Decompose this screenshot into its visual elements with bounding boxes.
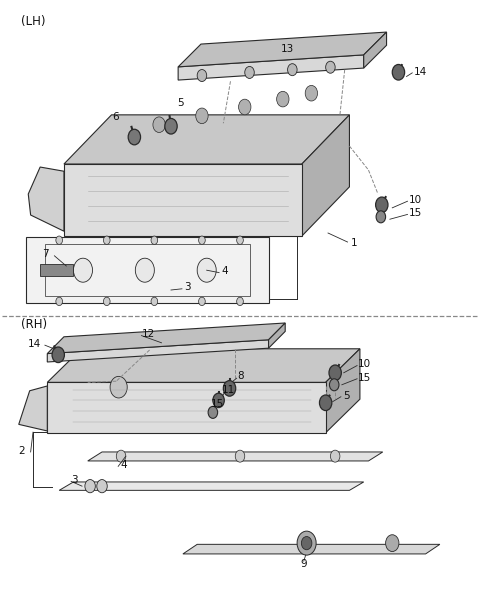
Polygon shape: [48, 340, 268, 362]
Polygon shape: [178, 55, 364, 80]
Circle shape: [151, 236, 158, 245]
Polygon shape: [302, 115, 349, 236]
Text: 3: 3: [184, 282, 191, 292]
Circle shape: [208, 406, 217, 419]
Circle shape: [245, 66, 254, 79]
Text: 5: 5: [343, 391, 350, 400]
Text: 3: 3: [71, 475, 78, 484]
Text: 7: 7: [43, 249, 49, 259]
Polygon shape: [28, 167, 64, 231]
Polygon shape: [59, 482, 364, 490]
Polygon shape: [64, 115, 349, 164]
Text: 10: 10: [358, 359, 371, 370]
Circle shape: [223, 381, 236, 396]
Text: 1: 1: [351, 238, 358, 248]
Text: 5: 5: [177, 98, 184, 108]
Polygon shape: [40, 264, 73, 276]
Text: 11: 11: [222, 385, 235, 395]
Circle shape: [276, 91, 289, 107]
Text: (LH): (LH): [21, 15, 46, 28]
Text: 15: 15: [211, 399, 224, 409]
Text: (RH): (RH): [21, 318, 47, 331]
Circle shape: [56, 297, 62, 306]
Text: 12: 12: [142, 329, 155, 339]
Polygon shape: [88, 452, 383, 461]
Circle shape: [235, 450, 245, 462]
Circle shape: [197, 259, 216, 282]
Circle shape: [199, 297, 205, 306]
Text: 15: 15: [358, 373, 372, 382]
Circle shape: [301, 536, 312, 550]
Circle shape: [116, 450, 126, 462]
Text: 14: 14: [414, 66, 428, 77]
Polygon shape: [183, 544, 440, 554]
Circle shape: [151, 297, 158, 306]
Text: 4: 4: [120, 460, 127, 470]
Circle shape: [329, 365, 341, 381]
Circle shape: [85, 480, 96, 493]
Circle shape: [330, 450, 340, 462]
Circle shape: [199, 236, 205, 245]
Polygon shape: [178, 32, 386, 67]
Polygon shape: [48, 382, 325, 432]
Polygon shape: [26, 237, 268, 303]
Circle shape: [237, 236, 243, 245]
Circle shape: [110, 376, 127, 398]
Circle shape: [237, 297, 243, 306]
Circle shape: [376, 197, 388, 213]
Circle shape: [153, 117, 165, 132]
Circle shape: [103, 297, 110, 306]
Circle shape: [288, 63, 297, 76]
Polygon shape: [48, 323, 285, 353]
Circle shape: [329, 379, 339, 391]
Circle shape: [52, 347, 64, 362]
Circle shape: [385, 535, 399, 551]
Text: 2: 2: [18, 446, 24, 456]
Polygon shape: [48, 349, 360, 382]
Circle shape: [325, 61, 335, 73]
Circle shape: [213, 393, 224, 408]
Polygon shape: [19, 386, 48, 431]
Text: 14: 14: [28, 339, 41, 349]
Polygon shape: [64, 164, 302, 236]
Circle shape: [376, 211, 385, 223]
Circle shape: [165, 118, 177, 134]
Text: 4: 4: [221, 266, 228, 277]
Circle shape: [197, 69, 207, 82]
Text: 9: 9: [300, 559, 307, 569]
Circle shape: [297, 531, 316, 555]
Circle shape: [73, 259, 93, 282]
Circle shape: [320, 395, 332, 411]
Text: 13: 13: [281, 44, 294, 54]
Polygon shape: [325, 349, 360, 432]
Circle shape: [196, 108, 208, 124]
Circle shape: [239, 99, 251, 115]
Circle shape: [97, 480, 107, 493]
Text: 8: 8: [238, 371, 244, 381]
Circle shape: [103, 236, 110, 245]
Text: 6: 6: [112, 112, 119, 122]
Polygon shape: [364, 32, 386, 68]
Polygon shape: [268, 323, 285, 348]
Text: 15: 15: [408, 208, 422, 218]
Circle shape: [128, 129, 141, 145]
Text: 10: 10: [408, 195, 421, 205]
Circle shape: [56, 236, 62, 245]
Circle shape: [305, 85, 318, 101]
Circle shape: [135, 259, 155, 282]
Circle shape: [392, 65, 405, 80]
